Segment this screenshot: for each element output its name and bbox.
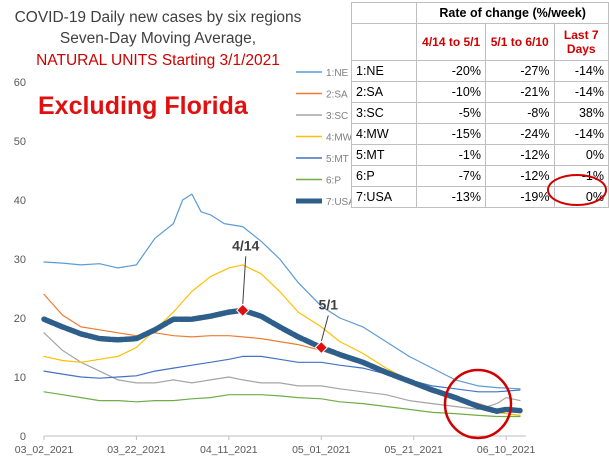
table-row-label: 6:P [350, 165, 418, 187]
table-cell: -21% [484, 81, 555, 103]
chart-title-line-1: COVID-19 Daily new cases by six regions [14, 9, 302, 26]
table-cell: -14% [553, 60, 609, 82]
legend-label: 5:MT [326, 154, 349, 165]
table-row: 1:NE -20% -27% -14% [350, 60, 609, 82]
table-cell: -1% [416, 144, 486, 166]
table-cell: -10% [416, 81, 486, 103]
table-row: 2:SA -10% -21% -14% [350, 81, 609, 103]
table-row: 4:MW -15% -24% -14% [350, 123, 609, 145]
y-tick-label: 40 [14, 195, 26, 207]
table-row: 7:USA -13% -19% 0% [350, 186, 609, 208]
legend-label: 7:USA [326, 197, 355, 208]
annotation-marker [236, 303, 250, 318]
rate-of-change-table: Rate of change (%/week) 4/14 to 5/1 5/1 … [350, 2, 609, 208]
legend-label: 3:SC [326, 111, 348, 122]
excluding-florida-label: Excluding Florida [38, 92, 248, 120]
annotation-leader-line [320, 315, 329, 342]
x-tick-label: 06_10_2021 [477, 444, 536, 456]
table-column-header: 5/1 to 6/10 [484, 23, 555, 61]
table-cell: -14% [553, 81, 609, 103]
table-row: 6:P -7% -12% -1% [350, 165, 609, 187]
table-cell: -19% [484, 186, 555, 208]
series-line-ne [43, 193, 521, 390]
legend-label: 1:NE [326, 68, 349, 79]
table-row: 5:MT -1% -12% 0% [350, 144, 609, 166]
y-tick-label: 10 [14, 372, 26, 384]
x-tick-label: 03_02_2021 [15, 444, 74, 456]
y-tick-label: 30 [14, 254, 26, 266]
table-cell: -12% [484, 165, 555, 187]
table-row-label: 7:USA [350, 186, 418, 208]
annotation-marker [314, 340, 328, 355]
y-tick-label: 20 [14, 313, 26, 325]
x-tick-label: 05_21_2021 [385, 444, 444, 456]
table-cell: -7% [416, 165, 486, 187]
y-tick-label: 0 [20, 431, 26, 443]
annotation-label: 5/1 [319, 297, 339, 313]
table-column-header: 4/14 to 5/1 [416, 23, 486, 61]
table-cell: 0% [553, 186, 609, 208]
table-cell: -1% [553, 165, 609, 187]
legend-label: 4:MW [326, 133, 353, 144]
table-cell: -24% [484, 123, 555, 145]
x-tick-label: 04_11_2021 [200, 444, 258, 456]
table-corner-2 [350, 23, 418, 61]
table-header: Rate of change (%/week) [416, 2, 609, 24]
x-tick-label: 03_22_2021 [107, 444, 166, 456]
table-row-label: 3:SC [350, 102, 418, 124]
series-line-mt [43, 355, 521, 393]
legend-label: 6:P [326, 176, 341, 187]
table-column-header: Last 7 Days [553, 23, 609, 61]
table-cell: 38% [553, 102, 609, 124]
chart-title-line-2: Seven-Day Moving Average, [59, 30, 257, 47]
table-cell: -15% [416, 123, 486, 145]
table-cell: -8% [484, 102, 555, 124]
legend-label: 2:SA [326, 90, 348, 101]
annotation-label: 4/14 [232, 237, 259, 253]
chart-axes: 0 10 20 30 40 50 60 03_02_2021 03_22_2021 04_11_2… [14, 77, 536, 456]
table-cell: -5% [416, 102, 486, 124]
chart-title-line-3: NATURAL UNITS Starting 3/1/2021 [36, 52, 280, 69]
chart-series [41, 193, 523, 418]
table-cell: -14% [553, 123, 609, 145]
annotation-leader-line [242, 256, 247, 305]
table-row-label: 4:MW [350, 123, 418, 145]
table-row-label: 1:NE [350, 60, 418, 82]
table-row: 3:SC -5% -8% 38% [350, 102, 609, 124]
table-cell: -27% [484, 60, 555, 82]
table-row-label: 5:MT [350, 144, 418, 166]
table-cell: -20% [416, 60, 486, 82]
table-corner [350, 2, 418, 24]
table-row-label: 2:SA [350, 81, 418, 103]
chart-legend: 1:NE 2:SA 3:SC 4:MW 5:MT 6:P 7:USA [296, 68, 355, 208]
y-tick-label: 60 [14, 77, 26, 89]
table-cell: -13% [416, 186, 486, 208]
y-tick-label: 50 [14, 136, 26, 148]
table-cell: -12% [484, 144, 555, 166]
table-cell: 0% [553, 144, 609, 166]
series-line-p [43, 391, 521, 418]
x-tick-label: 05_01_2021 [292, 444, 351, 456]
chart-annotations: 4/14 5/1 [232, 237, 339, 355]
